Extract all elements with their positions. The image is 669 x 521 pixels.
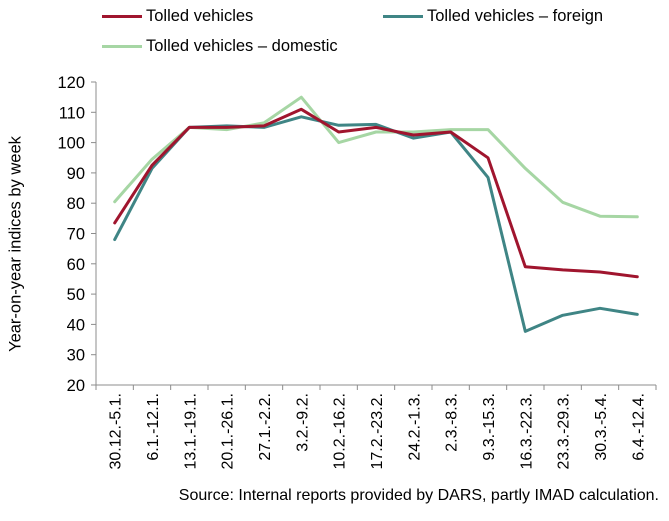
- x-tick-label: 13.1.-19.1.: [182, 393, 199, 470]
- x-tick-label: 10.2.-16.2.: [332, 393, 349, 470]
- y-tick-label: 90: [67, 165, 85, 183]
- series-line-tolled-vehicles: [113, 107, 639, 279]
- series-line-tolled-vehicles-foreign: [113, 115, 639, 333]
- y-tick-label: 30: [67, 347, 85, 365]
- x-tick-label: 16.3.-22.3.: [518, 393, 535, 470]
- x-tick-label: 23.3.-29.3.: [556, 393, 573, 470]
- legend-label-tolled-vehicles-domestic: Tolled vehicles – domestic: [146, 37, 338, 55]
- y-tick-label: 120: [57, 74, 85, 92]
- x-tick-label: 30.12.-5.1.: [108, 393, 125, 470]
- x-tick-label: 27.1.-2.2.: [257, 393, 274, 461]
- x-tick-label: 6.4.-12.4.: [630, 393, 647, 461]
- legend-label-tolled-vehicles: Tolled vehicles: [146, 7, 254, 25]
- legend-swatch-tolled-vehicles-domestic: [102, 45, 142, 48]
- y-tick-label: 70: [67, 226, 85, 244]
- source-note: Source: Internal reports provided by DAR…: [178, 487, 659, 504]
- y-axis-title: Year-on-year indices by week: [6, 136, 25, 352]
- x-tick-label: 2.3.-8.3.: [444, 393, 461, 452]
- legend-swatch-tolled-vehicles: [102, 15, 142, 18]
- x-tick-label: 20.1.-26.1.: [220, 393, 237, 470]
- x-tick-label: 9.3.-15.3.: [481, 393, 498, 461]
- y-tick-label: 80: [67, 195, 85, 213]
- x-tick-label: 6.1.-12.1.: [145, 393, 162, 461]
- y-tick-label: 110: [59, 104, 85, 122]
- y-tick-label: 50: [67, 286, 85, 304]
- y-tick-label: 40: [67, 316, 85, 334]
- x-tick-label: 30.3.-5.4.: [593, 393, 610, 461]
- y-tick-label: 20: [67, 377, 85, 395]
- x-tick-label: 17.2.-23.2.: [369, 393, 386, 470]
- y-tick-label: 100: [57, 135, 85, 153]
- y-tick-label: 60: [67, 256, 85, 274]
- x-tick-label: 24.2.-1.3.: [406, 393, 423, 461]
- legend-swatch-tolled-vehicles-foreign: [383, 15, 423, 18]
- series-line-tolled-vehicles-domestic: [113, 95, 639, 219]
- x-tick-label: 3.2.-9.2.: [294, 393, 311, 452]
- legend-label-tolled-vehicles-foreign: Tolled vehicles – foreign: [427, 7, 604, 25]
